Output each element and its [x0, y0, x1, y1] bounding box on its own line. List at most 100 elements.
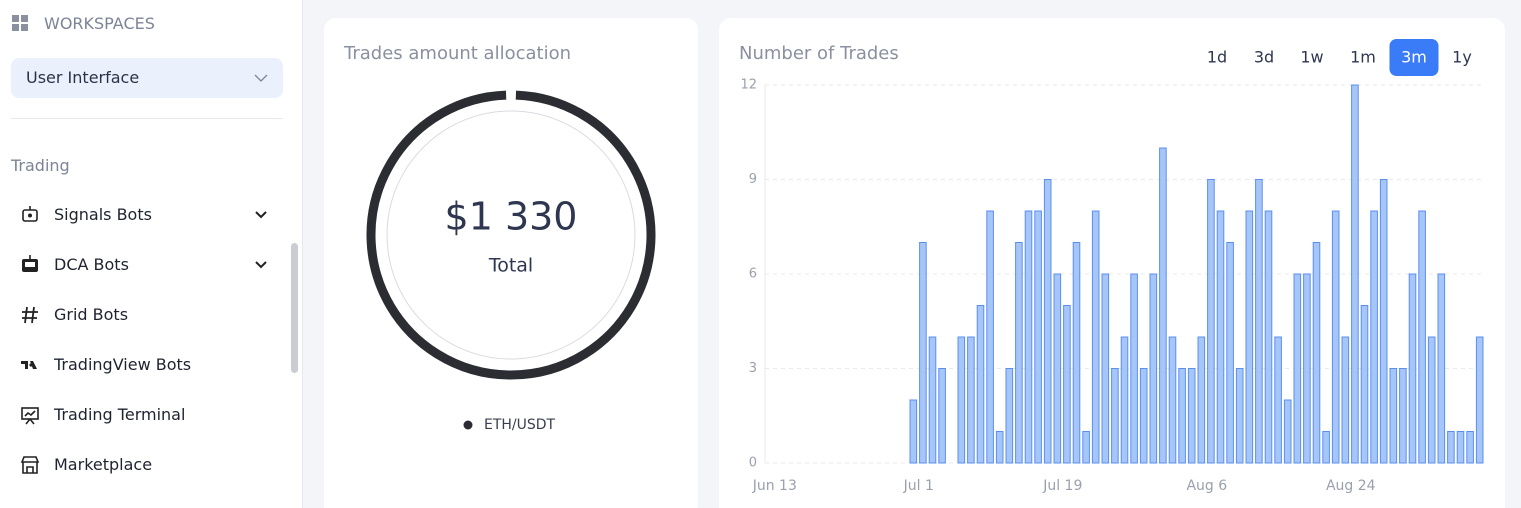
range-button[interactable]: 1y	[1452, 48, 1472, 67]
chart-title: Trades amount allocation	[343, 43, 571, 64]
bar	[1168, 336, 1177, 464]
range-button[interactable]: 1w	[1300, 48, 1323, 67]
nav-item[interactable]: Grid Bots	[11, 295, 283, 335]
bar	[1111, 368, 1119, 464]
bar	[1370, 210, 1378, 464]
bar	[1437, 273, 1446, 464]
x-tick-label: Jul 1	[903, 478, 934, 494]
x-tick-label: Aug 24	[1326, 478, 1376, 494]
nav-item[interactable]: Signals Bots	[11, 195, 283, 235]
nav-chevron	[255, 261, 267, 269]
bar	[928, 336, 937, 464]
inner-ring	[386, 110, 636, 360]
bar	[1341, 336, 1350, 464]
workspace-select[interactable]: User Interface	[11, 58, 283, 98]
nav-item[interactable]: DCA Bots	[11, 245, 283, 285]
bar	[1447, 431, 1455, 464]
bar	[909, 399, 918, 464]
bar	[1187, 368, 1196, 464]
bar	[1015, 242, 1023, 464]
scrollbar	[291, 243, 298, 373]
range-button[interactable]: 1m	[1350, 48, 1376, 67]
nav-label: TradingView Bots	[54, 355, 192, 374]
bar	[1034, 210, 1042, 464]
bar	[1130, 273, 1138, 464]
x-tick-label: Jun 13	[752, 478, 797, 494]
bar	[1245, 210, 1254, 464]
bar	[1351, 84, 1359, 464]
nav-label: Trading Terminal	[54, 405, 186, 424]
bar	[1303, 273, 1311, 464]
x-tick-label: Jul 19	[1042, 478, 1082, 494]
bar	[957, 336, 966, 464]
y-tick-label: 9	[749, 172, 757, 187]
bar	[1235, 368, 1244, 464]
bar	[1274, 336, 1282, 464]
bar	[1197, 336, 1206, 464]
bar	[1360, 305, 1369, 464]
bar	[1139, 368, 1148, 464]
legend-marker	[463, 420, 473, 430]
y-tick-label: 6	[749, 267, 757, 282]
nav-label: Signals Bots	[54, 205, 152, 224]
bar	[1264, 210, 1273, 464]
y-tick-label: 12	[740, 78, 757, 93]
bar	[1159, 147, 1167, 464]
range-button-bg	[1389, 39, 1439, 76]
nav-icon	[22, 255, 38, 272]
bar	[967, 336, 975, 464]
nav-item[interactable]: Trading Terminal	[11, 395, 283, 435]
allocation-card	[324, 18, 698, 508]
nav-label: Marketplace	[54, 455, 153, 474]
bar	[1178, 368, 1186, 464]
bar	[1312, 242, 1321, 464]
bar	[976, 305, 985, 464]
nav-icon	[22, 206, 38, 222]
nav-item[interactable]: Marketplace	[11, 445, 283, 485]
bar	[1456, 431, 1465, 464]
bar	[1408, 273, 1417, 464]
bar	[1399, 368, 1407, 464]
center-value: $1 330	[445, 195, 578, 239]
bar	[1043, 179, 1052, 464]
nav-icon	[21, 407, 39, 425]
nav-chevron	[255, 211, 267, 219]
y-tick-label: 0	[749, 456, 757, 471]
range-button[interactable]: 3m	[1401, 48, 1427, 67]
nav-label: DCA Bots	[54, 255, 129, 274]
x-tick-label: Aug 6	[1186, 478, 1227, 494]
bar	[995, 431, 1004, 464]
bar	[1475, 336, 1484, 464]
bar	[1418, 210, 1426, 464]
bar	[1255, 179, 1263, 464]
range-button[interactable]: 3d	[1254, 48, 1274, 67]
donut-segment	[366, 90, 656, 380]
legend-label: ETH/USDT	[484, 417, 556, 433]
nav-label: Grid Bots	[54, 305, 129, 324]
nav-icon	[20, 456, 40, 474]
bar	[1207, 179, 1215, 464]
bar	[1379, 179, 1388, 464]
bar	[1053, 273, 1062, 464]
bar	[1120, 336, 1129, 464]
nav-item[interactable]: TradingView Bots	[11, 345, 283, 385]
nav-icon	[21, 361, 37, 369]
bar	[1427, 336, 1436, 464]
bar	[1149, 273, 1158, 464]
bar	[1389, 368, 1398, 464]
divider	[11, 118, 283, 119]
bar	[1226, 242, 1234, 464]
bar	[1091, 210, 1100, 464]
y-tick-label: 3	[749, 361, 757, 376]
nav-icon	[22, 306, 38, 324]
bar	[1216, 210, 1225, 464]
range-button[interactable]: 1d	[1207, 48, 1227, 67]
chart-title: Number of Trades	[739, 43, 899, 64]
bar	[1466, 431, 1474, 464]
select-chevron	[254, 74, 268, 82]
bar	[1293, 273, 1302, 464]
section-label: Trading	[11, 156, 70, 175]
bar	[938, 368, 946, 464]
